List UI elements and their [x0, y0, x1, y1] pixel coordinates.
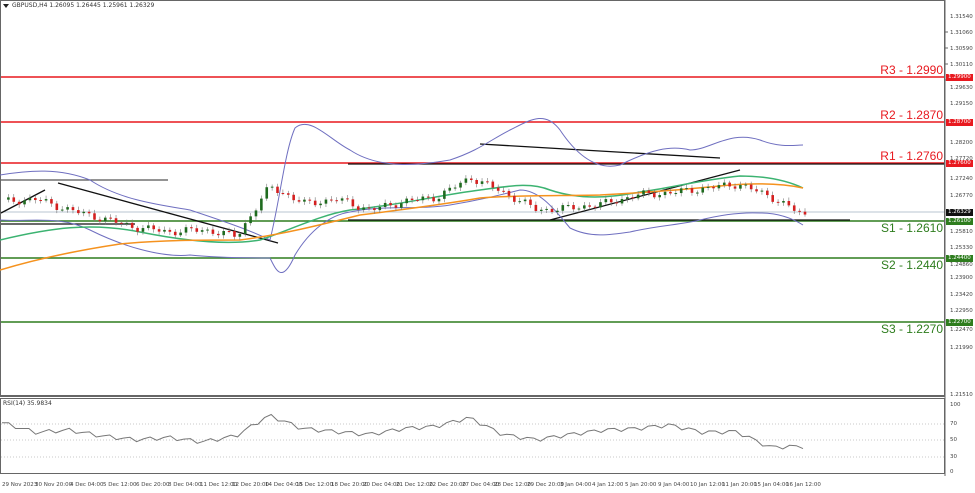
price-tick: 1.27240 [950, 176, 973, 182]
price-tick: 1.22950 [950, 308, 973, 314]
price-tick: 1.30590 [950, 46, 973, 52]
chart-symbol-header: GBPUSD,H4 1.26095 1.26445 1.25961 1.2632… [3, 2, 154, 9]
rsi-tick: 50 [950, 437, 957, 443]
time-tick: 3 Jan 04:00 [560, 482, 592, 488]
time-tick: 4 Dec 04:00 [70, 482, 104, 488]
rsi-line [2, 413, 804, 450]
price-tick: 1.25330 [950, 245, 973, 251]
price-tag-r1: 1.27600 [946, 160, 973, 167]
level-label-r1: R1 - 1.2760 [880, 149, 943, 163]
price-tag-r3: 1.29900 [946, 74, 973, 81]
price-tag-s3: 1.22700 [946, 319, 973, 326]
price-tick: 1.31540 [950, 14, 973, 20]
level-label-r2: R2 - 1.2870 [880, 108, 943, 122]
price-tick: 1.23420 [950, 292, 973, 298]
rsi-header: RSI(14) 35.9834 [3, 400, 52, 407]
price-tag-s2: 1.24400 [946, 255, 973, 262]
time-tick: 18 Dec 20:00 [331, 482, 368, 488]
price-tick: 1.27720 [950, 156, 973, 162]
time-tick: 16 Jan 12:00 [786, 482, 821, 488]
time-tick: 11 Dec 12:00 [200, 482, 237, 488]
rsi-reference-lines [1, 423, 944, 458]
price-tag-current: 1.26329 [946, 209, 973, 216]
price-tick: 1.25810 [950, 229, 973, 235]
time-tick: 12 Dec 20:00 [232, 482, 269, 488]
price-tick: 1.24860 [950, 262, 973, 268]
time-tick: 20 Dec 04:00 [363, 482, 400, 488]
time-tick: 29 Dec 20:00 [527, 482, 564, 488]
time-tick: 30 Nov 20:00 [35, 482, 73, 488]
dropdown-triangle-icon[interactable] [3, 3, 9, 8]
time-tick: 29 Nov 2023 [2, 482, 38, 488]
time-tick: 4 Jan 12:00 [592, 482, 624, 488]
candles [7, 175, 807, 241]
price-tick: 1.28200 [950, 140, 973, 146]
time-tick: 28 Dec 12:00 [494, 482, 531, 488]
price-tick: 1.29150 [950, 101, 973, 107]
price-tick: 1.30110 [950, 62, 973, 68]
price-tick: 1.23900 [950, 275, 973, 281]
support-levels [1, 220, 944, 323]
time-tick: 15 Dec 12:00 [296, 482, 333, 488]
time-tick: 5 Dec 12:00 [103, 482, 137, 488]
level-label-s3: S3 - 1.2270 [880, 322, 943, 336]
time-tick: 6 Dec 20:00 [136, 482, 170, 488]
trendlines [0, 143, 944, 244]
time-tick: 8 Dec 04:00 [168, 482, 202, 488]
time-tick: 15 Jan 04:00 [754, 482, 789, 488]
time-tick: 5 Jan 20:00 [625, 482, 657, 488]
rsi-tick: 70 [950, 421, 957, 427]
time-tick: 22 Dec 20:00 [429, 482, 466, 488]
level-label-s2: S2 - 1.2440 [880, 258, 943, 272]
time-tick: 27 Dec 04:00 [462, 482, 499, 488]
rsi-tick: 100 [950, 402, 961, 408]
price-tick: 1.21990 [950, 345, 973, 351]
time-tick: 11 Jan 20:00 [722, 482, 757, 488]
price-tick: 1.31060 [950, 30, 973, 36]
price-tag-r2: 1.28700 [946, 119, 973, 126]
ma-orange [0, 183, 804, 271]
price-tick: 1.26770 [950, 193, 973, 199]
time-tick: 10 Jan 12:00 [690, 482, 725, 488]
price-tick: 1.22470 [950, 327, 973, 333]
price-tag-s1: 1.26100 [946, 218, 973, 225]
price-tick: 1.21510 [950, 392, 973, 398]
rsi-tick: 30 [950, 454, 957, 460]
level-label-r3: R3 - 1.2990 [880, 63, 943, 77]
rsi-tick: 0 [950, 469, 954, 475]
ma-green [0, 175, 804, 244]
bollinger-bands [0, 117, 804, 273]
time-tick: 14 Dec 04:00 [265, 482, 302, 488]
time-tick: 9 Jan 04:00 [658, 482, 690, 488]
time-tick: 21 Dec 12:00 [396, 482, 433, 488]
resistance-levels [1, 76, 944, 164]
price-tick: 1.29630 [950, 85, 973, 91]
level-label-s1: S1 - 1.2610 [880, 221, 943, 235]
